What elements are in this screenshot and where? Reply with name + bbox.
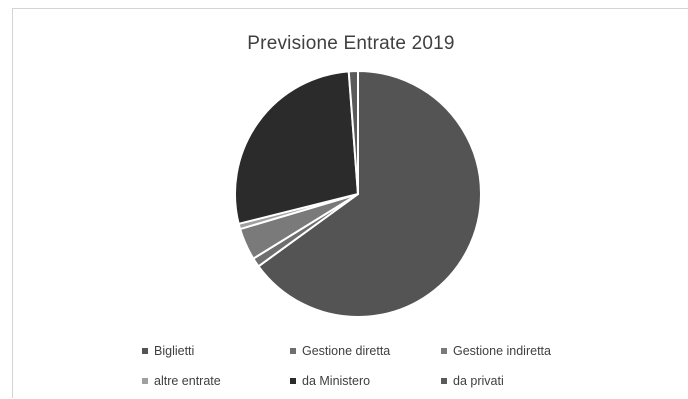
chart-title: Previsione Entrate 2019 bbox=[247, 33, 455, 54]
pie-slice-biglietti bbox=[257, 69, 482, 318]
chart-frame: Previsione Entrate 2019 Biglietti Gestio… bbox=[12, 8, 688, 398]
legend-label-da-ministero: da Ministero bbox=[302, 374, 371, 388]
legend-label-gestione-indiretta: Gestione indiretta bbox=[453, 344, 551, 358]
legend-label-biglietti: Biglietti bbox=[154, 344, 195, 358]
pie-slice-da-privati bbox=[347, 69, 359, 195]
legend-item-da-privati: da privati bbox=[441, 374, 504, 388]
legend-label-da-privati: da privati bbox=[453, 374, 504, 388]
legend-label-altre-entrate: altre entrate bbox=[154, 374, 221, 388]
pie-chart bbox=[234, 69, 482, 318]
pie-slice-da-ministero bbox=[234, 70, 360, 226]
legend-swatch-gestione-indiretta bbox=[441, 348, 447, 354]
legend-item-da-ministero: da Ministero bbox=[290, 374, 370, 388]
legend-swatch-altre-entrate bbox=[142, 378, 148, 384]
legend-item-biglietti: Biglietti bbox=[142, 344, 194, 358]
legend-item-altre-entrate: altre entrate bbox=[142, 374, 221, 388]
legend-label-gestione-diretta: Gestione diretta bbox=[302, 344, 391, 358]
legend-swatch-gestione-diretta bbox=[290, 348, 296, 354]
legend-item-gestione-indiretta: Gestione indiretta bbox=[441, 344, 551, 358]
legend-item-gestione-diretta: Gestione diretta bbox=[290, 344, 390, 358]
legend-swatch-da-ministero bbox=[290, 378, 296, 384]
legend-swatch-biglietti bbox=[142, 348, 148, 354]
legend-swatch-da-privati bbox=[441, 378, 447, 384]
